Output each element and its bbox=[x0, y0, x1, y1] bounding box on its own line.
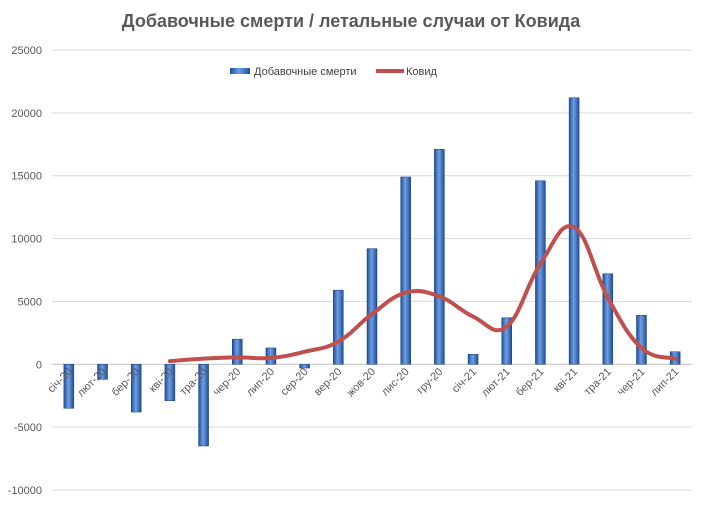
x-tick-label: лют-20 bbox=[75, 366, 108, 399]
bar bbox=[501, 317, 512, 365]
line-series bbox=[167, 224, 678, 364]
y-tick-label: -10000 bbox=[8, 485, 42, 497]
x-tick-label: кві-21 bbox=[551, 366, 580, 395]
x-tick-label: гру-20 bbox=[415, 366, 446, 397]
y-tick-label: 5000 bbox=[18, 296, 42, 308]
y-tick-label: 0 bbox=[36, 359, 42, 371]
bar bbox=[602, 273, 614, 365]
y-tick-label: 20000 bbox=[11, 108, 42, 120]
x-tick-label: лис-20 bbox=[379, 366, 412, 399]
x-tick-label: бер-21 bbox=[514, 366, 547, 399]
x-tick-label: лип-20 bbox=[244, 366, 277, 399]
x-tick-label: січ-21 bbox=[450, 366, 479, 395]
y-tick-label: -5000 bbox=[14, 422, 42, 434]
x-tick-label: жов-20 bbox=[345, 366, 378, 399]
bar bbox=[164, 364, 176, 401]
x-tick-label: лип-21 bbox=[648, 366, 681, 399]
bar bbox=[97, 364, 108, 380]
legend-bar-label: Добавочные смерти bbox=[254, 66, 357, 78]
bar bbox=[232, 338, 243, 365]
x-tick-label: лют-21 bbox=[479, 366, 512, 399]
y-tick-label: 15000 bbox=[11, 171, 42, 183]
bar bbox=[333, 289, 344, 365]
covid-line bbox=[167, 224, 678, 364]
bar bbox=[366, 248, 378, 365]
y-tick-label: 10000 bbox=[11, 234, 42, 246]
bar bbox=[434, 149, 445, 365]
y-axis-ticks: -10000 -5000 0 5000 10000 15000 20000 25000 bbox=[8, 45, 42, 497]
bar-series bbox=[63, 97, 681, 447]
bar bbox=[130, 364, 142, 413]
x-tick-label: чер-20 bbox=[211, 366, 243, 398]
legend: Добавочные смерти Ковид bbox=[230, 66, 438, 78]
bar bbox=[198, 364, 209, 447]
bar bbox=[299, 364, 310, 369]
bar bbox=[400, 176, 411, 365]
legend-bar-swatch bbox=[230, 68, 250, 74]
x-tick-label: вер-20 bbox=[312, 366, 344, 398]
x-tick-label: чер-21 bbox=[615, 366, 647, 398]
x-tick-label: сер-20 bbox=[278, 366, 310, 398]
bar bbox=[63, 364, 75, 409]
x-tick-label: тра-21 bbox=[582, 366, 614, 398]
y-tick-label: 25000 bbox=[11, 45, 42, 57]
bar bbox=[467, 353, 479, 365]
bar bbox=[636, 315, 647, 365]
chart-title: Добавочные смерти / летальные случаи от … bbox=[122, 11, 581, 31]
legend-line-label: Ковид bbox=[406, 66, 438, 78]
